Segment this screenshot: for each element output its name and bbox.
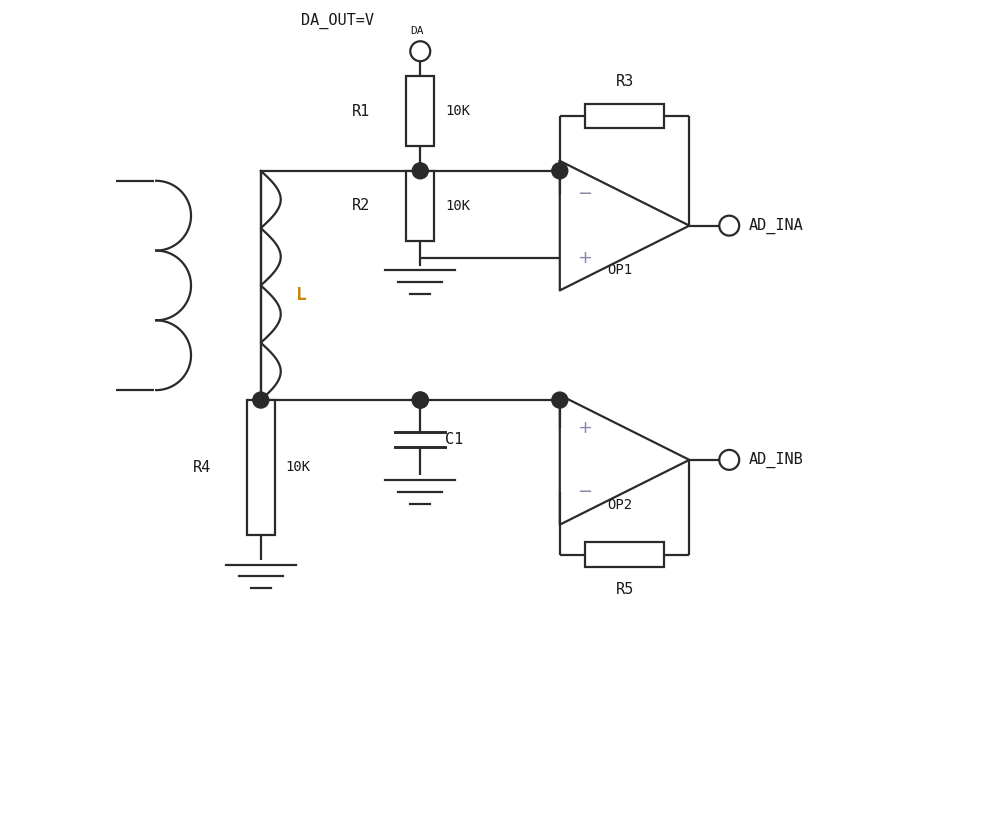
Circle shape xyxy=(412,392,428,408)
Text: OP1: OP1 xyxy=(607,264,632,277)
Text: DA: DA xyxy=(410,26,424,36)
Text: +: + xyxy=(577,419,592,437)
Text: +: + xyxy=(577,249,592,266)
Circle shape xyxy=(253,392,269,408)
Text: AD_INB: AD_INB xyxy=(749,452,804,468)
Text: R1: R1 xyxy=(352,103,370,118)
Text: L: L xyxy=(296,286,307,304)
Bar xyxy=(585,103,664,129)
Text: AD_INA: AD_INA xyxy=(749,218,804,234)
Text: R2: R2 xyxy=(352,198,370,213)
Bar xyxy=(585,542,664,567)
Text: 10K: 10K xyxy=(286,460,311,475)
Text: 10K: 10K xyxy=(445,104,470,118)
Text: DA_OUT=V: DA_OUT=V xyxy=(301,13,374,29)
Bar xyxy=(406,171,434,240)
Text: R4: R4 xyxy=(193,459,211,475)
Text: OP2: OP2 xyxy=(607,498,632,512)
Circle shape xyxy=(552,163,568,179)
Circle shape xyxy=(552,392,568,408)
Text: R3: R3 xyxy=(615,74,634,89)
Bar xyxy=(247,400,275,534)
Text: −: − xyxy=(577,483,592,501)
Circle shape xyxy=(412,163,428,179)
Circle shape xyxy=(412,392,428,408)
Text: −: − xyxy=(577,185,592,202)
Text: 10K: 10K xyxy=(445,199,470,213)
Text: R5: R5 xyxy=(615,582,634,597)
Bar xyxy=(406,76,434,146)
Text: C1: C1 xyxy=(445,433,463,448)
